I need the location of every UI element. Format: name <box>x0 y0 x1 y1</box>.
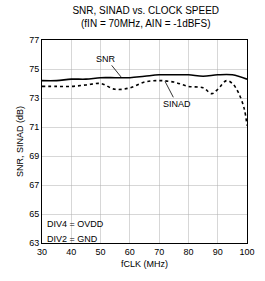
svg-text:65: 65 <box>29 209 39 219</box>
svg-text:40: 40 <box>66 247 76 257</box>
svg-text:77: 77 <box>29 35 39 45</box>
svg-text:90: 90 <box>213 247 223 257</box>
svg-text:fCLK (MHz): fCLK (MHz) <box>121 259 168 269</box>
svg-text:73: 73 <box>29 93 39 103</box>
svg-text:71: 71 <box>29 122 39 132</box>
svg-text:63: 63 <box>29 238 39 248</box>
svg-text:30: 30 <box>37 247 47 257</box>
svg-text:67: 67 <box>29 180 39 190</box>
svg-text:100: 100 <box>239 247 254 257</box>
svg-text:DIV2 = GND: DIV2 = GND <box>47 234 98 244</box>
svg-text:SINAD: SINAD <box>163 99 191 109</box>
svg-text:69: 69 <box>29 151 39 161</box>
svg-text:SNR, SINAD vs. CLOCK SPEED(fIN: SNR, SINAD vs. CLOCK SPEED(fIN = 70MHz, … <box>72 5 219 29</box>
svg-text:SNR, SINAD (dB): SNR, SINAD (dB) <box>15 106 25 177</box>
svg-text:60: 60 <box>125 247 135 257</box>
svg-text:SNR: SNR <box>96 54 116 64</box>
svg-text:70: 70 <box>154 247 164 257</box>
svg-text:DIV4 = OVDD: DIV4 = OVDD <box>47 219 104 229</box>
svg-text:50: 50 <box>96 247 106 257</box>
svg-text:80: 80 <box>183 247 193 257</box>
svg-text:75: 75 <box>29 64 39 74</box>
